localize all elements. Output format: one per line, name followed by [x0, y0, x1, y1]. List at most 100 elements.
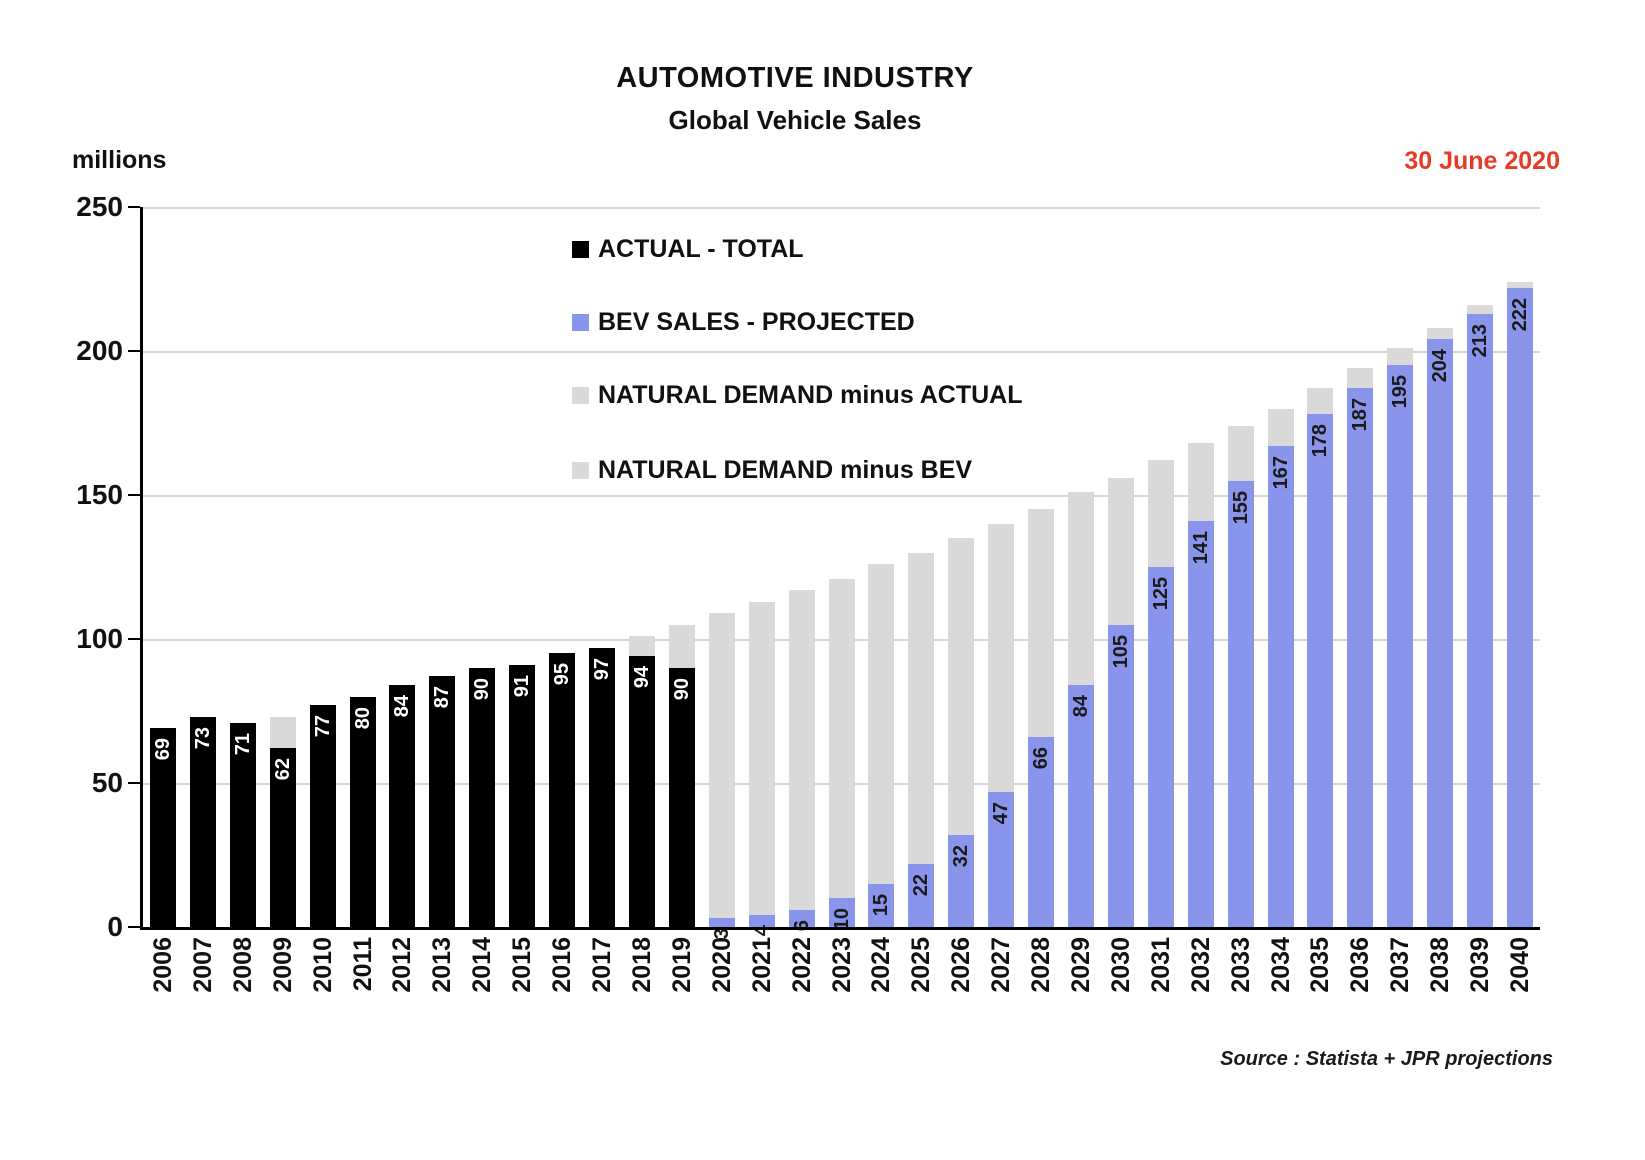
y-tick-label: 150 — [76, 479, 123, 510]
bar-actual-2009 — [269, 748, 296, 927]
bar-actual-2006 — [149, 728, 176, 927]
bar-bev-2021 — [748, 915, 775, 927]
x-tick-label-2025: 2025 — [907, 937, 936, 993]
plot-area: ACTUAL - TOTAL BEV SALES - PROJECTED NAT… — [76, 193, 1540, 993]
bar-actual-2010 — [309, 705, 336, 927]
y-tick-label: 200 — [76, 335, 123, 366]
y-tick-label: 0 — [107, 911, 123, 942]
x-tick-label-2022: 2022 — [787, 937, 816, 993]
value-label-2006: 69 — [151, 738, 174, 761]
value-label-2029: 84 — [1069, 695, 1092, 718]
value-label-2013: 87 — [431, 686, 454, 709]
x-tick-label-2019: 2019 — [667, 937, 696, 993]
bar-bev-2030 — [1107, 624, 1134, 927]
bar-bev-2037 — [1387, 365, 1414, 927]
legend-swatch-bev-icon — [572, 314, 589, 331]
x-tick-label-2036: 2036 — [1346, 937, 1375, 993]
bar-actual-2012 — [389, 685, 416, 927]
y-tick-label: 50 — [91, 767, 123, 798]
value-label-2034: 167 — [1269, 456, 1292, 490]
value-label-2028: 66 — [1030, 746, 1053, 770]
value-label-2037: 195 — [1389, 375, 1412, 409]
chart-title: AUTOMOTIVE INDUSTRY — [616, 62, 974, 94]
x-axis-line — [140, 927, 1540, 930]
value-label-2032: 141 — [1189, 530, 1212, 565]
bar-actual-2008 — [229, 722, 256, 927]
y-axis-tick — [128, 205, 140, 209]
value-label-2024: 15 — [870, 893, 893, 917]
value-label-2033: 155 — [1229, 490, 1252, 524]
bar-bev-2032 — [1187, 520, 1214, 927]
value-label-2039: 213 — [1469, 323, 1492, 357]
legend-swatch-actual-icon — [572, 241, 589, 258]
value-label-2011: 80 — [351, 706, 374, 729]
y-axis-line — [140, 207, 143, 930]
bar-bev-2023 — [828, 898, 855, 927]
x-tick-label-2031: 2031 — [1146, 937, 1175, 993]
value-label-2025: 22 — [910, 873, 933, 896]
bar-natural-demand-2022 — [788, 590, 815, 927]
value-label-2036: 187 — [1349, 398, 1372, 432]
gridline-200 — [143, 351, 1540, 353]
value-label-2019: 90 — [670, 677, 693, 701]
bar-actual-2013 — [429, 676, 456, 927]
legend-label: ACTUAL - TOTAL — [598, 235, 804, 263]
bar-bev-2034 — [1267, 446, 1294, 927]
chart-subtitle: Global Vehicle Sales — [668, 105, 922, 135]
x-tick-label-2009: 2009 — [268, 937, 297, 993]
x-tick-label-2039: 2039 — [1466, 937, 1494, 993]
bar-bev-2022 — [788, 909, 815, 927]
y-axis-tick — [128, 493, 140, 497]
value-label-2030: 105 — [1109, 634, 1132, 668]
x-tick-label-2033: 2033 — [1226, 937, 1255, 993]
x-tick-label-2028: 2028 — [1026, 937, 1055, 993]
bar-bev-2026 — [948, 834, 975, 927]
value-label-2027: 47 — [990, 801, 1013, 824]
value-label-2009: 62 — [271, 758, 294, 781]
bar-actual-2014 — [469, 667, 496, 927]
x-tick-label-2040: 2040 — [1505, 937, 1534, 993]
value-label-2017: 97 — [591, 657, 613, 680]
legend-label: NATURAL DEMAND minus BEV — [598, 456, 973, 484]
value-label-2026: 32 — [950, 844, 973, 868]
x-tick-label-2010: 2010 — [308, 937, 337, 993]
x-tick-label-2030: 2030 — [1106, 937, 1135, 993]
x-tick-label-2023: 2023 — [827, 937, 856, 993]
value-label-2008: 71 — [231, 732, 254, 755]
x-tick-label-2026: 2026 — [947, 937, 976, 993]
x-tick-label-2011: 2011 — [348, 937, 377, 992]
x-tick-label-2024: 2024 — [867, 937, 896, 993]
x-tick-label-2013: 2013 — [428, 937, 457, 993]
value-label-2015: 91 — [511, 674, 534, 698]
x-tick-label-2038: 2038 — [1426, 937, 1455, 993]
x-tick-label-2006: 2006 — [148, 937, 177, 993]
x-tick-label-2027: 2027 — [987, 937, 1016, 993]
value-label-2031: 125 — [1149, 577, 1172, 611]
bar-actual-2011 — [349, 696, 376, 927]
bar-bev-2040 — [1507, 287, 1534, 927]
bar-actual-2019 — [668, 667, 695, 927]
value-label-2038: 204 — [1429, 349, 1452, 383]
y-tick-label: 100 — [76, 623, 123, 654]
bar-natural-demand-2023 — [828, 578, 855, 927]
y-tick-label: 250 — [76, 191, 123, 222]
gridline-250 — [143, 207, 1540, 209]
bar-bev-2024 — [868, 883, 895, 927]
bar-bev-2031 — [1147, 567, 1174, 927]
bar-actual-2007 — [189, 716, 216, 927]
value-label-2035: 178 — [1309, 424, 1332, 458]
y-axis-tick — [128, 925, 140, 929]
legend-swatch-natural-bev-icon — [572, 462, 589, 479]
x-tick-label-2017: 2017 — [587, 937, 616, 993]
legend-label: BEV SALES - PROJECTED — [598, 308, 915, 336]
x-tick-label-2032: 2032 — [1186, 937, 1215, 993]
legend-swatch-natural-actual-icon — [572, 387, 589, 404]
bar-bev-2025 — [908, 863, 935, 927]
x-tick-label-2008: 2008 — [228, 937, 257, 993]
bar-actual-2018 — [628, 656, 655, 927]
x-tick-label-2016: 2016 — [547, 937, 576, 993]
y-axis-unit-label: millions — [72, 146, 167, 174]
bar-actual-2015 — [509, 664, 536, 927]
value-label-2010: 77 — [311, 715, 334, 738]
